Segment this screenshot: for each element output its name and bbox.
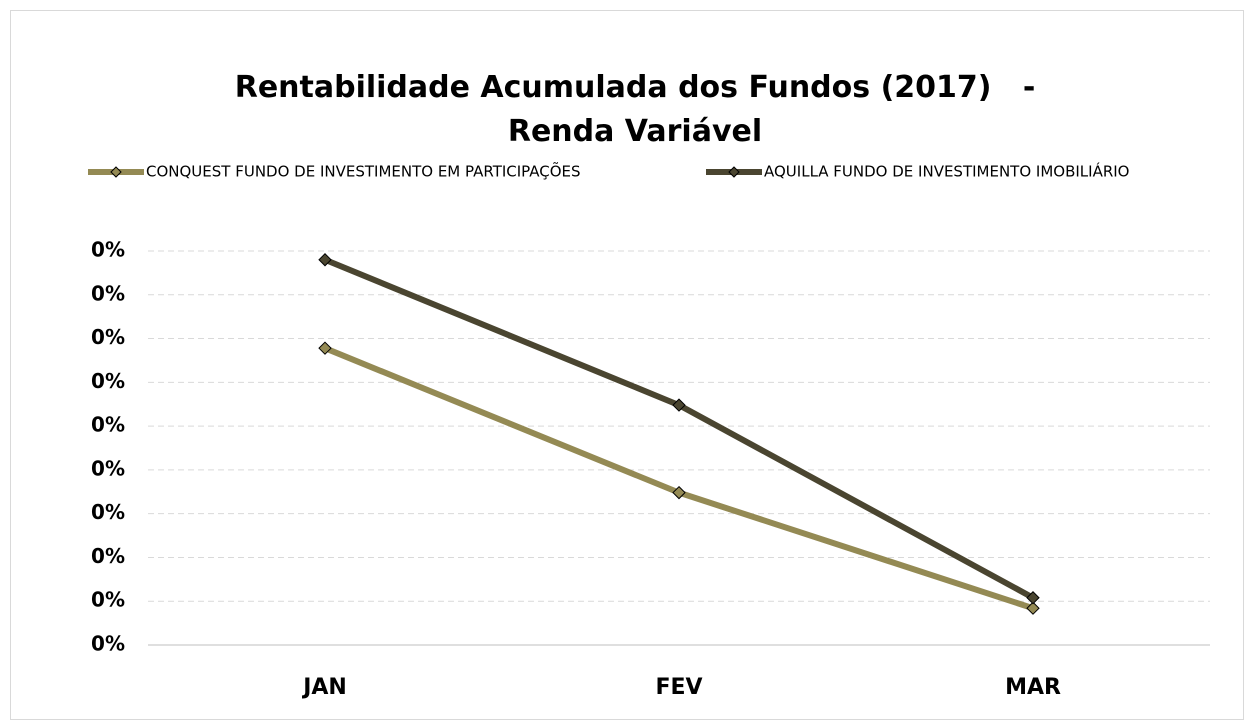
y-tick-label: 0% [91,588,125,612]
legend-label: AQUILLA FUNDO DE INVESTIMENTO IMOBILIÁRI… [764,162,1130,181]
y-tick-label: 0% [91,456,125,480]
legend-marker [728,166,740,178]
point-marker [672,398,686,412]
y-tick-label: 0% [91,238,125,262]
y-tick-label: 0% [91,325,125,349]
legend-label: CONQUEST FUNDO DE INVESTIMENTO EM PARTIC… [146,162,581,181]
y-tick-label: 0% [91,369,125,393]
chart-title: Rentabilidade Acumulada dos Fundos (2017… [234,70,1067,149]
x-tick-label: FEV [655,675,702,700]
point-marker [1026,601,1040,615]
legend-marker [110,166,122,178]
point-marker [1026,591,1040,605]
y-tick-label: 0% [91,281,125,305]
y-tick-label: 0% [91,544,125,568]
y-tick-label: 0% [91,632,125,656]
y-tick-label: 0% [91,413,125,437]
point-marker [318,341,332,355]
x-tick-label: JAN [301,675,347,700]
y-tick-label: 0% [91,500,125,524]
series-line [323,345,1034,612]
point-marker [672,485,686,500]
series-line [323,256,1035,601]
x-tick-label: MAR [1005,675,1061,700]
point-marker [318,253,332,267]
